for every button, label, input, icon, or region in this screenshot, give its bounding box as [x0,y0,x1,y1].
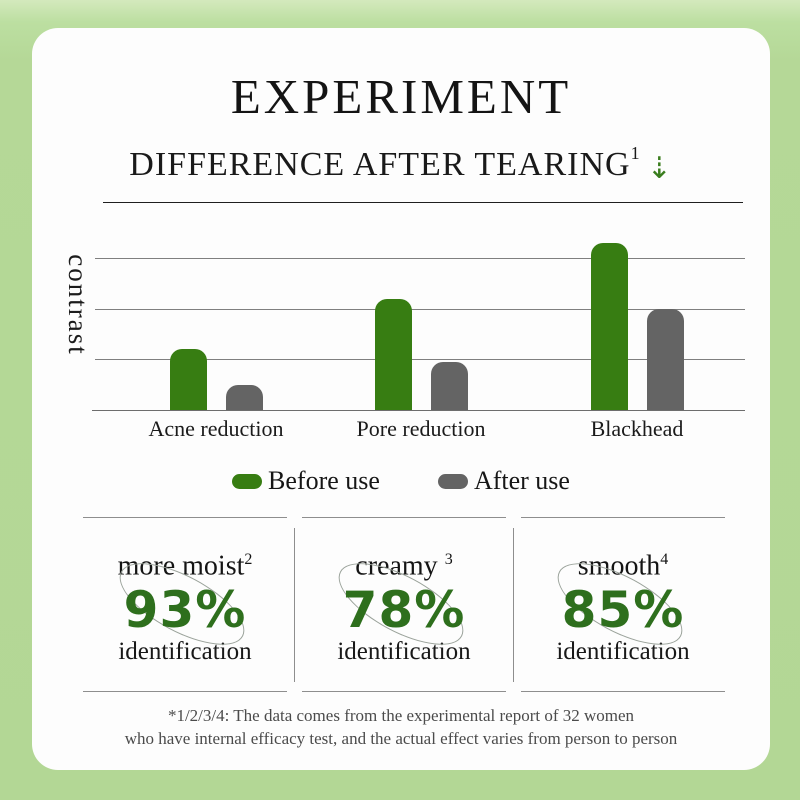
bar-before-use-acne-reduction [169,349,207,410]
category-label: Blackhead [590,416,684,441]
bar-chart: contrast Acne reduction Pore reduction Bla… [32,28,770,770]
gridline [95,359,745,361]
gridline [95,308,745,310]
bar-after-use-blackhead [647,309,684,410]
stat-footnote-ref: 3 [444,551,453,569]
bar-before-use-blackhead [590,243,628,410]
content-card: EXPERIMENT DIFFERENCE AFTER TEARING1 ⇣ co… [32,28,770,770]
stat-divider [513,528,514,682]
legend-label: Before use [268,466,380,495]
stat-footnote-ref: 4 [660,551,669,569]
footnote-line-2: who have internal efficacy test, and the… [124,729,678,748]
bar-before-use-pore-reduction [374,299,412,410]
stat-card-more-moist: more moist2 93% identification [83,517,287,692]
footnote: *1/2/3/4: The data comes from the experi… [32,704,770,750]
stat-card-smooth: smooth4 85% identification [521,517,725,692]
legend-item-after-use: After use [437,466,570,496]
stat-label: more moist2 [117,550,253,582]
stat-value: 85% [561,580,685,639]
stat-caption: identification [556,637,690,665]
legend-item-before-use: Before use [232,466,380,496]
stat-label: creamy 3 [355,550,453,582]
page-title: EXPERIMENT [230,69,572,124]
category-label: Pore reduction [356,416,486,441]
page-subtitle: DIFFERENCE AFTER TEARING1 ⇣ [32,142,770,186]
stat-footnote-ref: 2 [244,551,253,569]
footnote-line-1: *1/2/3/4: The data comes from the experi… [167,706,635,725]
legend-label: After use [473,466,570,495]
gridline [95,258,745,260]
bar-after-use-pore-reduction [431,362,468,410]
stat-value: 78% [342,580,466,639]
chart-legend: Before use After use [32,466,770,496]
bar-after-use-acne-reduction [226,385,263,410]
x-axis-line [92,410,745,411]
after-use-swatch-icon [437,473,468,489]
subtitle-text: DIFFERENCE AFTER TEARING [129,146,631,183]
stat-label: smooth4 [577,550,669,582]
header-divider [103,202,743,203]
y-axis-label: contrast [63,254,94,356]
stat-divider [294,528,295,682]
subtitle-footnote-ref: 1 [630,142,641,163]
stat-caption: identification [337,637,471,665]
category-label: Acne reduction [148,416,284,441]
before-use-swatch-icon [232,473,263,489]
stat-card-creamy: creamy 3 78% identification [302,517,506,692]
stat-caption: identification [118,637,252,665]
down-arrow-icon: ⇣ [646,151,673,186]
stat-value: 93% [123,580,247,639]
